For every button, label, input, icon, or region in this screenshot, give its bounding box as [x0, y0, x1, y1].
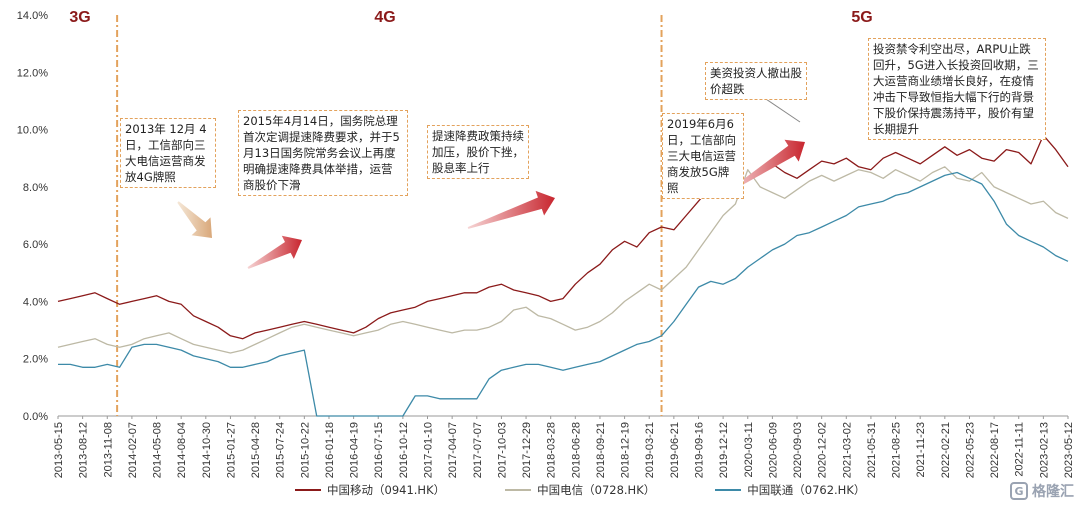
- logo-text: 格隆汇: [1032, 484, 1074, 500]
- x-tick-label: 2016-04-19: [349, 422, 361, 478]
- x-tick-label: 2021-03-02: [841, 422, 853, 478]
- y-tick-label: 6.0%: [23, 239, 48, 251]
- x-tick-label: 2019-09-16: [693, 422, 705, 478]
- x-tick-label: 2020-12-02: [817, 422, 829, 478]
- x-tick-label: 2015-10-22: [299, 422, 311, 478]
- annotation-4g-license: 2013年 12月 4日，工信部向三大电信运营商发放4G牌照: [120, 118, 216, 188]
- x-tick-label: 2022-11-11: [1014, 422, 1026, 477]
- up-arrow-icon: [467, 190, 555, 229]
- x-tick-label: 2020-06-09: [767, 422, 779, 478]
- legend-swatch-china-mobile: [295, 489, 321, 491]
- x-tick-label: 2021-11-23: [915, 422, 927, 477]
- legend-swatch-china-unicom: [715, 489, 742, 491]
- watermark-logo: G 格隆汇: [1010, 481, 1074, 501]
- x-tick-label: 2022-08-17: [989, 422, 1001, 478]
- annotation-us-investors: 美资投资人撤出股价超跌: [705, 62, 807, 100]
- x-tick-label: 2020-03-11: [743, 422, 755, 477]
- legend-label-china-unicom: 中国联通（0762.HK）: [747, 483, 866, 497]
- x-tick-label: 2013-05-15: [53, 422, 65, 478]
- legend-item-china-mobile: 中国移动（0941.HK）: [295, 482, 445, 498]
- annotation-speed-fee-cut: 2015年4月14日，国务院总理首次定调提速降费要求，并于5月13日国务院常务会…: [238, 110, 408, 196]
- legend-swatch-china-telecom: [505, 489, 532, 491]
- x-tick-label: 2014-02-07: [127, 422, 139, 478]
- x-tick-label: 2014-08-04: [176, 422, 188, 478]
- series-line: [58, 171, 1069, 417]
- x-tick-label: 2019-03-21: [644, 422, 656, 478]
- x-tick-label: 2018-12-19: [620, 422, 632, 478]
- x-tick-label: 2018-09-21: [595, 422, 607, 478]
- x-tick-label: 2022-02-21: [940, 422, 952, 478]
- series-line: [57, 134, 1069, 340]
- x-tick-label: 2021-05-31: [866, 422, 878, 478]
- y-tick-label: 12.0%: [17, 67, 48, 79]
- up-arrow-icon: [727, 139, 805, 193]
- x-tick-label: 2014-10-30: [201, 422, 213, 478]
- legend-label-china-telecom: 中国电信（0728.HK）: [537, 483, 656, 497]
- annotation-investment-ban: 投资禁令利空出尽，ARPU止跌回升，5G进入长投资回收期，三大运营商业绩增长良好…: [868, 38, 1046, 140]
- x-tick-label: 2019-06-21: [669, 422, 681, 478]
- annotation-policy-pressure: 提速降费政策持续加压，股价下挫，股息率上行: [427, 125, 529, 179]
- x-tick-label: 2013-08-12: [78, 422, 90, 478]
- x-tick-label: 2017-04-07: [447, 422, 459, 478]
- annotation-5g-license: 2019年6月6日，工信部向三大电信运营商发放5G牌照: [662, 113, 744, 199]
- x-tick-label: 2018-03-28: [546, 422, 558, 478]
- x-tick-label: 2021-08-25: [891, 422, 903, 478]
- x-tick-label: 2023-02-13: [1038, 422, 1050, 478]
- x-tick-label: 2016-01-18: [324, 422, 336, 478]
- y-tick-label: 4.0%: [23, 296, 48, 308]
- legend-item-china-telecom: 中国电信（0728.HK）: [505, 482, 655, 498]
- legend: 中国移动（0941.HK） 中国电信（0728.HK） 中国联通（0762.HK…: [295, 482, 865, 498]
- x-tick-label: 2022-05-23: [964, 422, 976, 478]
- era-label: 3G: [69, 9, 90, 26]
- up-arrow-icon: [247, 235, 302, 269]
- x-tick-label: 2023-05-12: [1063, 422, 1075, 478]
- x-tick-label: 2015-04-28: [250, 422, 262, 478]
- x-tick-label: 2015-01-27: [225, 422, 237, 478]
- era-label: 4G: [374, 9, 395, 26]
- x-tick-label: 2017-07-07: [472, 422, 484, 478]
- x-tick-label: 2013-11-08: [102, 422, 114, 477]
- y-tick-label: 10.0%: [17, 125, 48, 137]
- x-tick-label: 2014-05-08: [152, 422, 164, 478]
- logo-mark-icon: G: [1010, 482, 1028, 500]
- x-tick-label: 2019-12-12: [718, 422, 730, 478]
- y-tick-label: 8.0%: [23, 182, 48, 194]
- legend-label-china-mobile: 中国移动（0941.HK）: [327, 483, 446, 497]
- y-tick-label: 0.0%: [23, 411, 48, 423]
- x-tick-label: 2015-07-24: [275, 422, 287, 478]
- x-tick-label: 2018-06-28: [570, 422, 582, 478]
- x-tick-label: 2016-10-12: [398, 422, 410, 478]
- down-arrow-icon: [177, 201, 212, 238]
- legend-item-china-unicom: 中国联通（0762.HK）: [715, 482, 865, 498]
- x-tick-label: 2017-12-29: [521, 422, 533, 478]
- era-label: 5G: [851, 9, 872, 26]
- y-tick-label: 14.0%: [17, 10, 48, 22]
- x-tick-label: 2017-01-10: [423, 422, 435, 478]
- y-tick-label: 2.0%: [23, 354, 48, 366]
- x-tick-label: 2020-09-03: [792, 422, 804, 478]
- x-tick-label: 2017-10-03: [496, 422, 508, 478]
- x-tick-label: 2016-07-15: [373, 422, 385, 478]
- series-line: [57, 166, 1069, 354]
